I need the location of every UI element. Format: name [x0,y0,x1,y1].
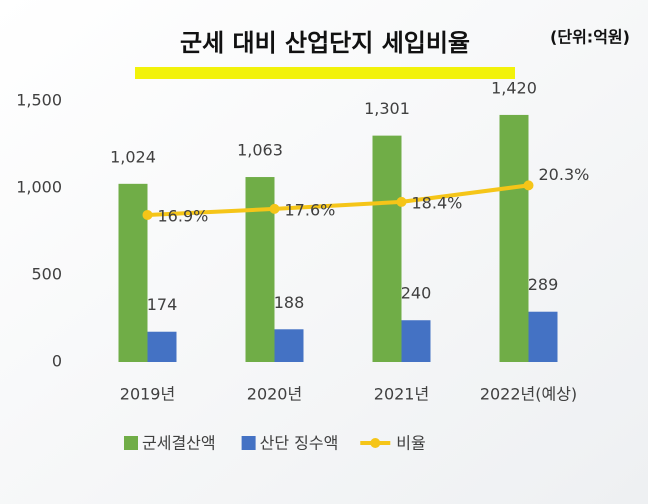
x-tick-label: 2020년 [247,385,302,404]
y-tick-label: 500 [31,265,62,284]
data-label: 174 [147,295,178,314]
data-label: 1,301 [364,99,410,118]
line [147,183,529,217]
data-label: 17.6% [285,200,336,219]
bar [499,114,529,362]
bar [401,320,431,362]
legend-label: 비율 [396,434,425,453]
data-label: 18.4% [412,193,463,212]
bar [528,311,558,362]
data-label: 188 [274,293,305,312]
unit-label: (단위:억원) [550,28,630,47]
bar [118,183,148,362]
legend-swatch [241,436,256,450]
data-label: 16.9% [158,206,209,225]
line-point [523,180,534,191]
y-tick-label: 1,000 [16,178,62,197]
data-label: 289 [528,275,559,294]
data-label: 1,024 [110,147,156,166]
y-tick-label: 0 [52,352,62,371]
chart-title: 군세 대비 산업단지 세입비율 [180,29,470,57]
line-point [269,203,280,214]
legend-swatch [370,438,381,448]
data-label: 1,063 [237,141,283,160]
title-highlight [135,67,515,79]
data-label: 240 [401,284,432,303]
bar [245,177,275,362]
legend-swatch [124,436,138,450]
bar [147,331,177,362]
legend-label: 군세결산액 [142,434,216,453]
x-tick-label: 2022년(예상) [480,385,577,404]
legend-label: 산단 징수액 [260,434,339,453]
data-label: 1,420 [491,78,537,97]
y-tick-label: 1,500 [16,91,62,110]
x-tick-label: 2021년 [374,385,429,404]
bar [372,135,402,362]
line-point [142,209,153,220]
data-label: 20.3% [539,165,590,184]
line-point [396,196,407,207]
x-tick-label: 2019년 [120,385,175,404]
bar [274,329,304,362]
